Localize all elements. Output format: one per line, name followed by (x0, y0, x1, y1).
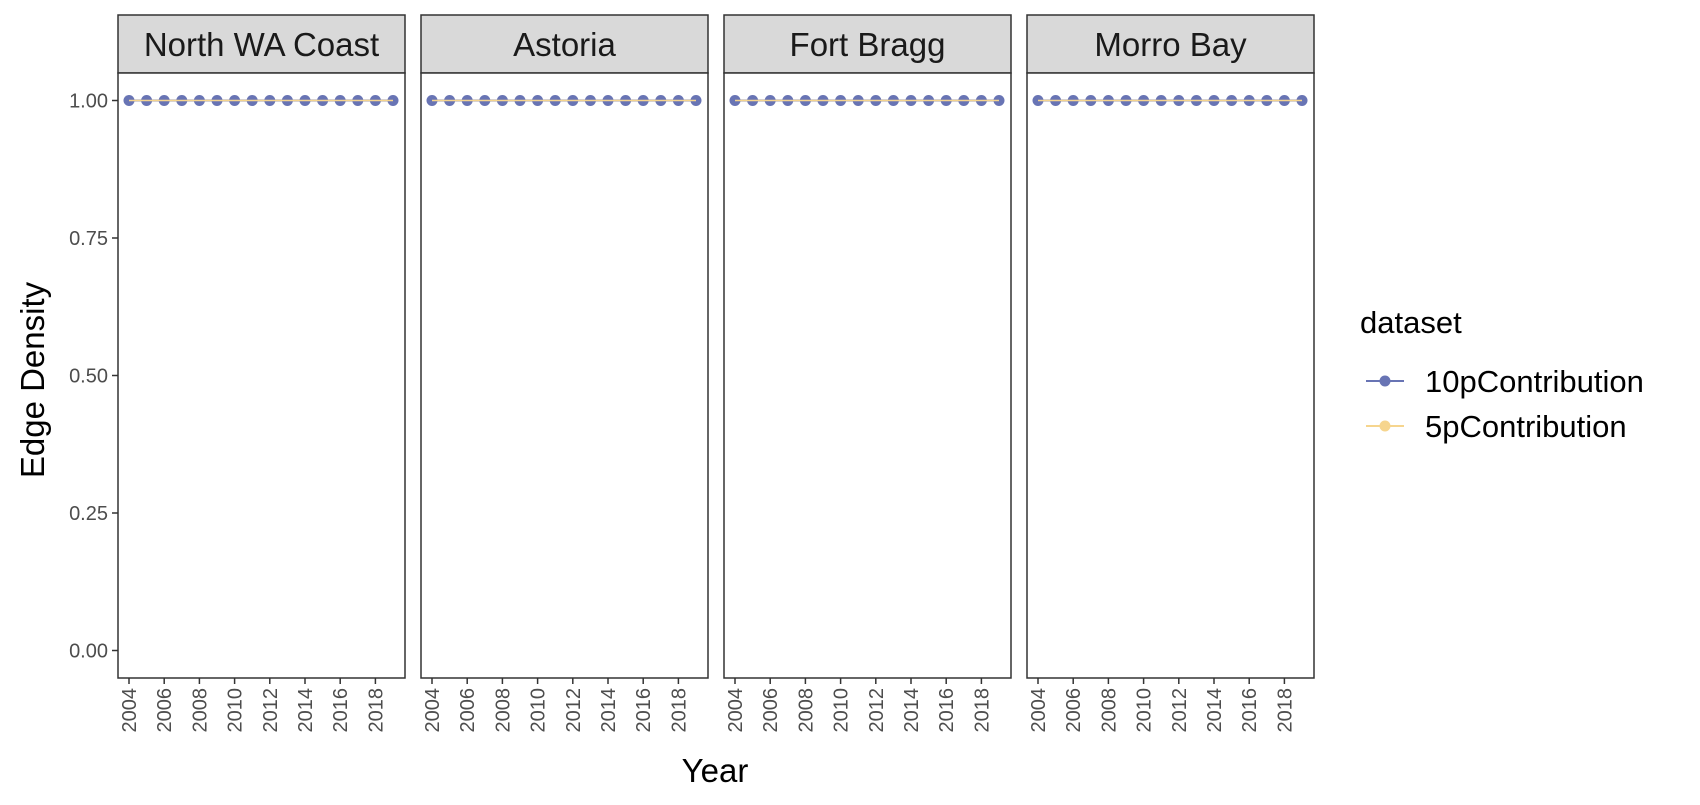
y-tick-label: 0.25 (69, 503, 108, 525)
panels-layer: North WA Coast 2004 2006 2008 2010 2012 2014 20… (117, 14, 1315, 733)
x-tick-label: 2006 (154, 688, 176, 733)
x-tick-label: 2016 (633, 688, 655, 733)
x-tick-label: 2004 (1028, 688, 1050, 733)
x-tick-label: 2016 (936, 688, 958, 733)
legend-title: dataset (1360, 305, 1462, 340)
x-tick-label: 2014 (598, 688, 620, 733)
x-tick-label: 2018 (668, 688, 690, 733)
facet-strip (420, 14, 709, 74)
x-tick-label: 2006 (760, 688, 782, 733)
panel-border (1026, 72, 1315, 679)
x-tick-label: 2010 (225, 688, 247, 733)
x-tick-label: 2016 (1239, 688, 1261, 733)
facet-panel: North WA Coast 2004 2006 2008 2010 2012 2014 20… (117, 14, 406, 733)
x-tick-label: 2018 (1274, 688, 1296, 733)
legend-key-point (1379, 375, 1391, 387)
y-axis: 0.00 0.25 0.50 0.75 1.00 (69, 91, 118, 663)
legend: dataset 10pContribution 5pContribution (1360, 305, 1644, 444)
facet-strip-label: North WA Coast (144, 26, 379, 63)
legend-label: 5pContribution (1425, 409, 1627, 444)
x-tick-label: 2004 (725, 688, 747, 733)
x-tick-label: 2012 (260, 688, 282, 733)
x-tick-label: 2018 (971, 688, 993, 733)
legend-items: 10pContribution 5pContribution (1366, 364, 1644, 444)
legend-item: 10pContribution (1366, 364, 1644, 399)
x-tick-label: 2008 (492, 688, 514, 733)
legend-item: 5pContribution (1366, 409, 1627, 444)
legend-label: 10pContribution (1425, 364, 1644, 399)
y-axis-label: Edge Density (14, 281, 51, 478)
x-axis-label: Year (682, 752, 749, 789)
facet-strip (117, 14, 406, 74)
facet-strip-label: Morro Bay (1094, 26, 1247, 63)
x-tick-label: 2014 (1204, 688, 1226, 733)
facet-strip-label: Astoria (513, 26, 616, 63)
y-tick-label: 0.00 (69, 641, 108, 663)
facet-panel: Astoria 2004 2006 2008 2010 2012 2014 2016 2018 (420, 14, 709, 733)
facet-strip (723, 14, 1012, 74)
x-tick-label: 2010 (528, 688, 550, 733)
facet-panel: Morro Bay 2004 2006 2008 2010 2012 2014 2016 201… (1026, 14, 1315, 733)
x-tick-label: 2012 (866, 688, 888, 733)
panel-border (723, 72, 1012, 679)
facet-strip-label: Fort Bragg (790, 26, 946, 63)
x-tick-label: 2008 (1098, 688, 1120, 733)
panel-border (117, 72, 406, 679)
legend-key-point (1379, 420, 1391, 432)
y-tick-label: 0.50 (69, 366, 108, 388)
x-tick-label: 2010 (1134, 688, 1156, 733)
facet-strip (1026, 14, 1315, 74)
x-tick-label: 2004 (422, 688, 444, 733)
x-tick-label: 2006 (457, 688, 479, 733)
x-tick-label: 2012 (563, 688, 585, 733)
facet-panel: Fort Bragg 2004 2006 2008 2010 2012 2014 2016 20… (723, 14, 1012, 733)
y-tick-label: 1.00 (69, 91, 108, 113)
x-tick-label: 2012 (1169, 688, 1191, 733)
x-tick-label: 2018 (365, 688, 387, 733)
x-tick-label: 2014 (901, 688, 923, 733)
x-tick-label: 2004 (119, 688, 141, 733)
x-tick-label: 2006 (1063, 688, 1085, 733)
x-tick-label: 2008 (189, 688, 211, 733)
x-tick-label: 2010 (831, 688, 853, 733)
panel-border (420, 72, 709, 679)
x-tick-label: 2008 (795, 688, 817, 733)
x-tick-label: 2014 (295, 688, 317, 733)
x-tick-label: 2016 (330, 688, 352, 733)
y-tick-label: 0.75 (69, 228, 108, 250)
